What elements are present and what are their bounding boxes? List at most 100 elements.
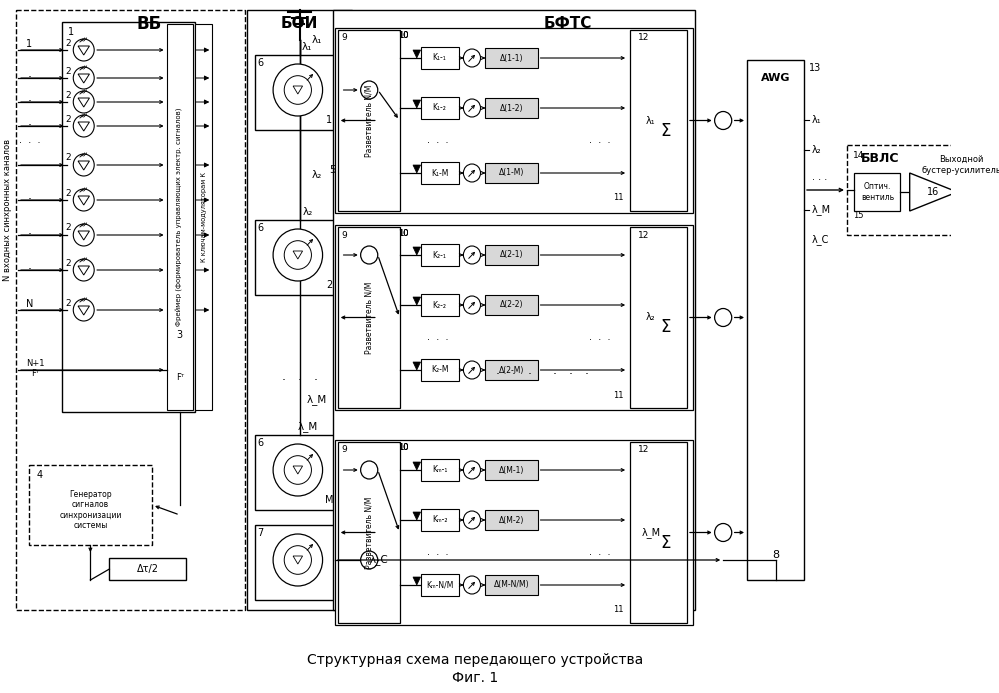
- Text: 15: 15: [853, 211, 863, 220]
- Text: БВЛС: БВЛС: [861, 152, 899, 166]
- Text: Σ: Σ: [660, 319, 671, 337]
- Text: 8: 8: [772, 550, 779, 560]
- Text: Фреймер (формирователь управляющих электр. сигналов): Фреймер (формирователь управляющих элект…: [177, 107, 184, 326]
- Text: K₂-₁: K₂-₁: [433, 250, 447, 259]
- Circle shape: [464, 49, 481, 67]
- Polygon shape: [78, 266, 90, 275]
- Polygon shape: [413, 462, 421, 470]
- Text: Оптич.
вентиль: Оптич. вентиль: [861, 182, 894, 202]
- Text: K₁-₁: K₁-₁: [433, 53, 447, 62]
- Circle shape: [714, 523, 731, 541]
- Text: 10: 10: [399, 444, 409, 453]
- Text: 16: 16: [927, 187, 940, 197]
- Text: λ₂: λ₂: [646, 313, 655, 322]
- Text: Δ(2-2): Δ(2-2): [500, 301, 523, 310]
- Circle shape: [361, 551, 378, 569]
- Bar: [110, 558, 186, 580]
- Text: ·: ·: [28, 263, 32, 277]
- Text: 1: 1: [327, 115, 333, 125]
- Polygon shape: [293, 466, 303, 474]
- Text: 3: 3: [177, 330, 183, 340]
- Text: Разветвитель N/M: Разветвитель N/M: [365, 281, 374, 353]
- Circle shape: [273, 64, 323, 116]
- Text: ·: ·: [28, 96, 32, 109]
- Text: 6: 6: [258, 223, 264, 233]
- Bar: [854, 173, 900, 211]
- Text: Kₘ-₁: Kₘ-₁: [432, 466, 448, 475]
- Polygon shape: [413, 512, 421, 520]
- Text: 9: 9: [342, 231, 348, 240]
- Text: Δ(1-2): Δ(1-2): [500, 103, 523, 112]
- Bar: [421, 47, 459, 69]
- Text: 13: 13: [809, 63, 821, 73]
- Polygon shape: [78, 74, 90, 83]
- Polygon shape: [413, 50, 421, 58]
- Bar: [255, 435, 341, 510]
- Text: ·: ·: [28, 193, 32, 207]
- Text: K₂-M: K₂-M: [431, 365, 449, 374]
- Text: λ_M: λ_M: [641, 527, 660, 538]
- Text: Генератор
сигналов
синхронизации
системы: Генератор сигналов синхронизации системы: [59, 490, 122, 530]
- Circle shape: [285, 240, 312, 270]
- Bar: [335, 440, 692, 625]
- Circle shape: [273, 534, 323, 586]
- Circle shape: [361, 81, 378, 99]
- Text: 11: 11: [613, 390, 623, 399]
- Text: 9: 9: [342, 33, 348, 42]
- Text: 10: 10: [399, 229, 409, 238]
- Circle shape: [285, 456, 312, 484]
- Text: ·  ·  ·: · · ·: [427, 138, 449, 148]
- Text: 12: 12: [637, 231, 649, 240]
- Text: 2: 2: [66, 154, 71, 162]
- Circle shape: [73, 115, 94, 137]
- Circle shape: [361, 246, 378, 264]
- Text: 10: 10: [399, 31, 409, 40]
- Polygon shape: [78, 98, 90, 107]
- Text: Δ(2-M): Δ(2-M): [499, 365, 524, 374]
- Text: ·: ·: [28, 229, 32, 241]
- Bar: [255, 220, 341, 295]
- Polygon shape: [78, 122, 90, 131]
- Bar: [421, 359, 459, 381]
- Circle shape: [464, 576, 481, 594]
- Text: Фиг. 1: Фиг. 1: [452, 671, 498, 685]
- Circle shape: [285, 76, 312, 105]
- Text: ·   ·   ·: · · ·: [552, 369, 589, 382]
- Text: Δ(2-1): Δ(2-1): [500, 250, 523, 259]
- Circle shape: [73, 299, 94, 321]
- Bar: [335, 28, 692, 213]
- Text: ·: ·: [28, 71, 32, 85]
- Text: 2: 2: [66, 91, 71, 100]
- Circle shape: [464, 164, 481, 182]
- Bar: [747, 60, 804, 580]
- Text: БФТС: БФТС: [543, 17, 592, 31]
- Text: 4: 4: [36, 470, 42, 480]
- Text: 1: 1: [26, 39, 33, 49]
- Text: 9: 9: [342, 446, 348, 455]
- Text: БОИ: БОИ: [281, 17, 319, 31]
- Bar: [486, 575, 537, 595]
- Polygon shape: [293, 251, 303, 259]
- Text: Δτ/2: Δτ/2: [137, 564, 159, 574]
- Text: K₂-₂: K₂-₂: [433, 301, 447, 310]
- Text: Kₘ-₂: Kₘ-₂: [432, 516, 448, 525]
- Bar: [16, 10, 245, 610]
- Polygon shape: [910, 173, 957, 211]
- Text: 14: 14: [852, 150, 864, 159]
- Text: λ₂: λ₂: [303, 207, 313, 217]
- Circle shape: [73, 224, 94, 246]
- Bar: [421, 509, 459, 531]
- Bar: [486, 360, 537, 380]
- Text: Fᵀ: Fᵀ: [31, 369, 39, 378]
- Bar: [421, 162, 459, 184]
- Circle shape: [285, 545, 312, 574]
- Text: 12: 12: [637, 33, 649, 42]
- Circle shape: [464, 99, 481, 117]
- Text: 10: 10: [399, 444, 409, 453]
- Circle shape: [464, 296, 481, 314]
- Circle shape: [273, 444, 323, 496]
- Circle shape: [464, 246, 481, 264]
- Circle shape: [962, 183, 979, 201]
- Bar: [167, 24, 193, 410]
- Text: ·  ·  ·: · · ·: [588, 335, 610, 345]
